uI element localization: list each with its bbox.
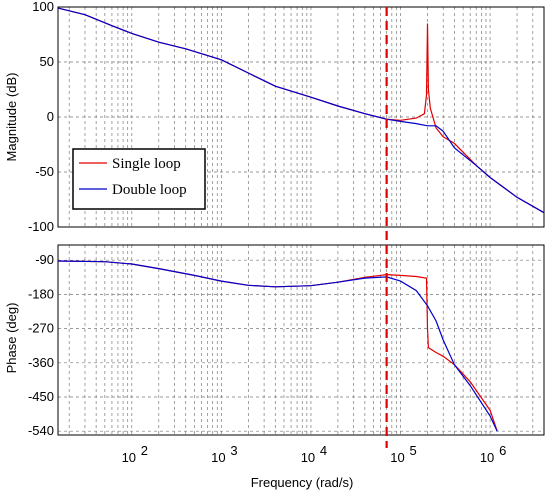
x-tick-exponent: 6	[499, 443, 506, 458]
phase-series-double-loop	[57, 260, 498, 432]
x-tick-exponent: 3	[230, 443, 237, 458]
phase-y-tick-label: -360	[28, 355, 54, 370]
x-tick-label: 10	[390, 450, 404, 465]
legend: Single loop Double loop	[72, 148, 206, 210]
magnitude-series-double-loop	[57, 7, 545, 214]
magnitude-y-tick-label: 0	[47, 109, 54, 124]
phase-frame	[57, 244, 545, 436]
x-tick-label: 10	[211, 450, 225, 465]
legend-label-double-loop: Double loop	[112, 182, 187, 198]
phase-y-tick-label: -540	[28, 423, 54, 438]
legend-label-single-loop: Single loop	[112, 156, 181, 172]
magnitude-y-tick-label: 100	[32, 0, 54, 14]
magnitude-y-tick-label: -100	[28, 219, 54, 234]
magnitude-y-axis-label: Magnitude (dB)	[4, 73, 19, 162]
phase-y-tick-label: -90	[35, 252, 54, 267]
x-tick-label: 10	[480, 450, 494, 465]
magnitude-y-tick-label: 50	[40, 54, 54, 69]
x-tick-label: 10	[301, 450, 315, 465]
phase-plot-area	[58, 245, 544, 435]
magnitude-y-tick-label: -50	[35, 164, 54, 179]
phase-y-tick-label: -270	[28, 321, 54, 336]
x-tick-exponent: 2	[141, 443, 148, 458]
legend-box	[72, 148, 206, 210]
phase-y-tick-label: -450	[28, 389, 54, 404]
phase-y-axis-label: Phase (deg)	[4, 303, 19, 374]
x-axis-label: Frequency (rad/s)	[251, 475, 354, 490]
magnitude-frame	[57, 6, 545, 228]
x-tick-exponent: 4	[320, 443, 327, 458]
phase-y-tick-label: -180	[28, 286, 54, 301]
phase-panel: -90 -180 -270 -360 -450 -540 10 2 10 3 10 4 10 5 10 6	[28, 244, 545, 465]
x-tick-exponent: 5	[410, 443, 417, 458]
x-tick-label: 10	[122, 450, 136, 465]
